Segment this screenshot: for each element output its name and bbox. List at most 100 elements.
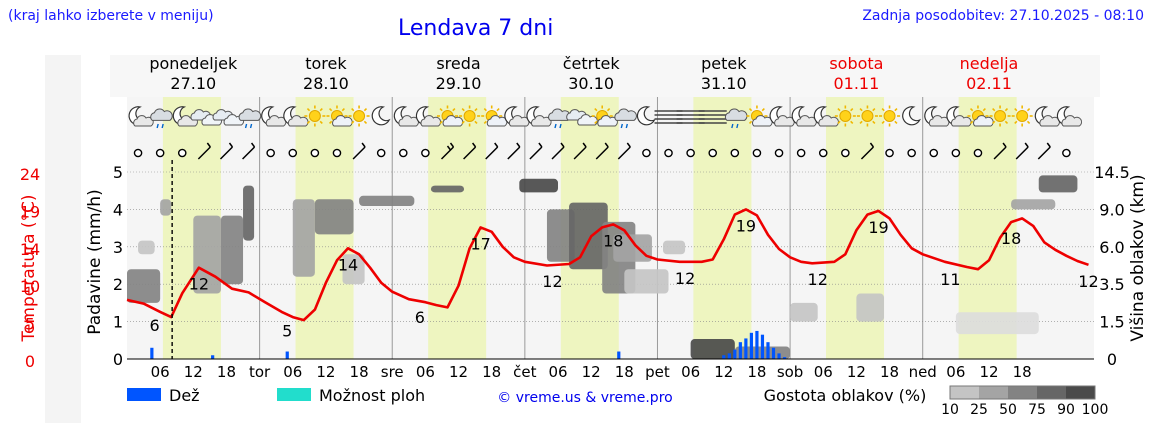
density-tick-label: 100 xyxy=(1082,402,1109,418)
wind-barb-icon xyxy=(1002,142,1007,148)
cloud-density-legend-label: Gostota oblakov (%) xyxy=(764,386,927,405)
wind-barb-icon xyxy=(1046,142,1051,148)
last-updated-label: Zadnja posodobitev: xyxy=(862,8,1006,24)
temperature-line xyxy=(126,208,1089,322)
cloud-height-axis-title: Višina oblakov (km) xyxy=(1128,174,1148,341)
wind-barb-icon xyxy=(446,145,452,151)
day-abbrev-label: čet xyxy=(513,363,536,381)
rain-bar xyxy=(722,355,726,359)
day-date: 01.11 xyxy=(833,74,879,93)
sun-icon xyxy=(459,105,481,127)
density-scale-swatch xyxy=(979,386,1008,399)
hour-tick-label: 18 xyxy=(1013,363,1032,381)
moon-cloud-icon xyxy=(813,106,839,127)
hour-tick-label: 06 xyxy=(681,363,700,381)
cloud-layer xyxy=(292,199,315,277)
wind-barb-icon xyxy=(485,146,499,160)
wind-barb-icon xyxy=(538,142,543,148)
temperature-tick-label: 0 xyxy=(25,352,35,371)
wind-calm-icon xyxy=(376,148,386,158)
day-abbrev-label: sre xyxy=(381,363,404,381)
hour-tick-label: 12 xyxy=(979,363,998,381)
day-name: sobota xyxy=(829,54,883,73)
temperature-label: 5 xyxy=(282,321,292,340)
wind-barb-icon xyxy=(1037,146,1051,160)
daylight-band xyxy=(693,97,752,359)
wind-barb-icon xyxy=(869,142,875,148)
cloud-layer xyxy=(690,339,735,359)
temperature-label: 12 xyxy=(675,269,695,288)
daylight-band xyxy=(428,97,487,359)
wind-calm-icon xyxy=(310,148,320,158)
moon-cloud-icon xyxy=(415,106,442,127)
cloud-layer xyxy=(314,199,354,235)
last-updated-value: 27.10.2025 - 08:10 xyxy=(1009,8,1144,24)
sun-cloud-icon xyxy=(481,105,508,127)
temperature-label: 12 xyxy=(542,272,562,291)
wind-calm-icon xyxy=(818,148,828,158)
rain-bar xyxy=(755,330,759,359)
cloud-layer xyxy=(160,199,172,216)
wind-calm-icon xyxy=(133,148,143,158)
cloud-layer xyxy=(1011,199,1056,210)
density-tick-label: 50 xyxy=(999,402,1017,418)
moon-cloud-icon xyxy=(504,106,530,127)
precip-tick-label: 0 xyxy=(113,350,123,369)
wind-calm-icon xyxy=(1062,148,1071,158)
rain-bar xyxy=(617,351,621,359)
wind-barb-icon xyxy=(197,146,211,160)
rain-bar xyxy=(760,334,765,359)
density-scale-swatch xyxy=(1066,386,1095,399)
moon-cloud-icon xyxy=(924,106,950,127)
rain-bar xyxy=(771,347,776,359)
cloud-layer xyxy=(856,293,885,322)
wind-calm-icon xyxy=(155,148,165,158)
wind-calm-icon xyxy=(885,148,894,158)
wind-barb-icon xyxy=(242,146,256,160)
rain-bar xyxy=(749,332,754,359)
rain-bar xyxy=(766,342,770,359)
hour-tick-label: 18 xyxy=(880,363,899,381)
hour-tick-label: 12 xyxy=(449,363,468,381)
cloud-height-tick-label: 14.5 xyxy=(1094,163,1130,182)
location-hint[interactable]: (kraj lahko izberete v meniju) xyxy=(8,8,214,24)
cloud-layer xyxy=(193,215,221,294)
rain-bar xyxy=(738,342,742,359)
rain-bar xyxy=(782,357,787,359)
wind-barb-icon xyxy=(626,142,631,148)
cloud-rain-icon xyxy=(150,108,173,129)
wind-calm-icon xyxy=(841,148,850,158)
moon-icon xyxy=(371,106,391,126)
precip-tick-label: 4 xyxy=(113,200,123,219)
wind-barb-icon xyxy=(507,146,521,160)
density-tick-label: 75 xyxy=(1028,402,1046,418)
moon-cloud-icon xyxy=(1056,106,1083,127)
temperature-label: 6 xyxy=(150,316,160,335)
precip-tick-label: 5 xyxy=(113,163,123,182)
wind-calm-icon xyxy=(288,148,298,158)
temperature-label: 6 xyxy=(415,308,425,327)
rain-bar xyxy=(733,349,737,359)
density-tick-label: 25 xyxy=(970,402,988,418)
wind-calm-icon xyxy=(421,148,430,158)
cloud-height-tick-label: 1.5 xyxy=(1099,313,1124,332)
wind-calm-icon xyxy=(973,148,983,158)
temperature-axis-title: Temperatura (°C) xyxy=(19,194,39,342)
moon-cloud-icon xyxy=(128,106,154,127)
sun-cloud-icon xyxy=(746,105,773,127)
cloud-rain-icon xyxy=(238,108,262,129)
cloud-layer xyxy=(342,254,365,285)
hour-tick-label: 18 xyxy=(615,363,634,381)
wind-barb-icon xyxy=(560,142,565,148)
cloud-layer xyxy=(569,202,608,270)
cloud-rain-icon xyxy=(614,108,637,129)
hour-tick-label: 12 xyxy=(582,363,601,381)
wind-barb-icon xyxy=(604,142,609,148)
rain-legend-swatch xyxy=(127,388,161,401)
moon-cloud-icon xyxy=(393,106,419,127)
precip-tick-label: 3 xyxy=(113,238,123,257)
moon-cloud-icon xyxy=(791,106,817,127)
hour-tick-label: 06 xyxy=(283,363,302,381)
wind-calm-icon xyxy=(951,148,961,158)
